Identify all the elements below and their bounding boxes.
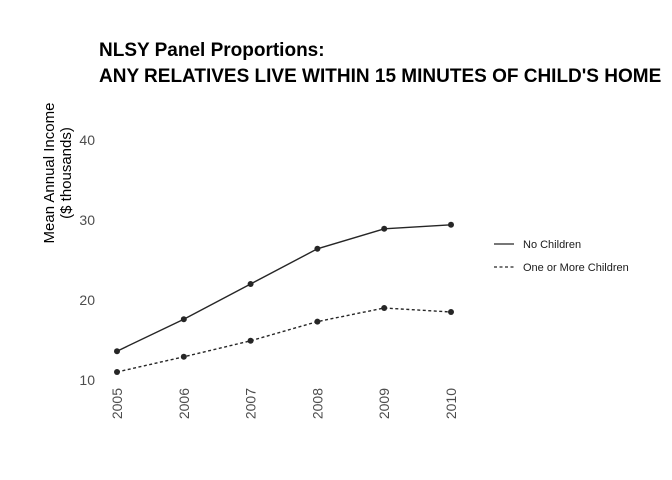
y-axis-title: Mean Annual Income ($ thousands): [41, 103, 75, 244]
legend: No Children One or More Children: [494, 239, 629, 274]
x-tick-label: 2009: [376, 388, 392, 419]
legend-label-1: No Children: [523, 239, 581, 251]
chart-subtitle: ANY RELATIVES LIVE WITHIN 15 MINUTES OF …: [99, 66, 661, 87]
legend-label-2: One or More Children: [523, 262, 629, 274]
data-point: [114, 348, 120, 355]
y-tick-label: 20: [79, 292, 95, 308]
y-tick-label: 30: [79, 212, 95, 228]
y-tick-label: 10: [79, 372, 95, 388]
data-point: [448, 221, 454, 228]
series-line-2: [116, 307, 452, 373]
y-axis-title-line1: Mean Annual Income: [41, 103, 58, 244]
x-tick-label: 2008: [309, 388, 325, 419]
data-point: [314, 245, 321, 252]
x-tick-label: 2005: [109, 388, 125, 419]
data-point: [180, 353, 187, 360]
data-point: [114, 369, 120, 375]
x-tick-label: 2007: [243, 388, 259, 419]
series-points: [114, 221, 454, 375]
data-point: [247, 281, 254, 287]
x-axis-ticks: 2005 2006 2007 2008 2009 2010: [109, 388, 459, 419]
data-point: [381, 305, 388, 311]
x-tick-label: 2010: [443, 388, 459, 419]
data-point: [314, 318, 321, 325]
data-point: [381, 225, 388, 232]
y-axis-title-line2: ($ thousands): [58, 127, 75, 219]
data-point: [180, 316, 187, 323]
data-point: [448, 309, 454, 315]
y-tick-label: 40: [79, 132, 95, 148]
y-axis-ticks: 10 20 30 40: [79, 132, 95, 388]
series-lines: [116, 224, 452, 373]
chart-title: NLSY Panel Proportions:: [99, 40, 325, 61]
data-point: [247, 337, 254, 344]
series-line-1: [116, 224, 452, 352]
x-tick-label: 2006: [176, 388, 192, 419]
